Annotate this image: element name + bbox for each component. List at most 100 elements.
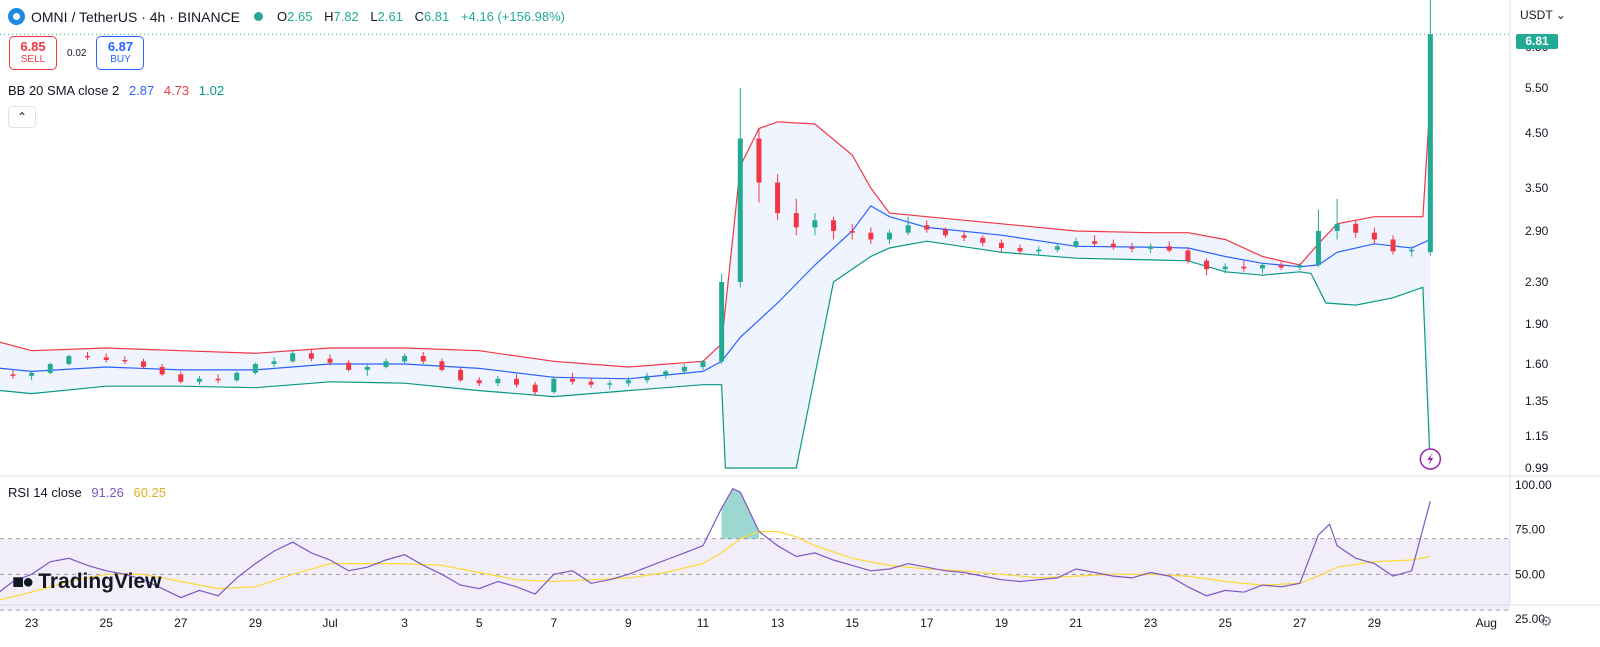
candle-body-66 — [1185, 250, 1191, 261]
candle-body-55 — [980, 237, 986, 243]
candle-body-17 — [271, 361, 277, 364]
bb-fill — [0, 97, 1431, 468]
candle-body-75 — [1353, 223, 1359, 233]
candle-body-12 — [178, 374, 184, 382]
candle-body-38 — [663, 371, 669, 376]
time-tick-5: 3 — [401, 616, 408, 630]
trade-panel: 6.85 SELL 0.02 6.87 BUY — [9, 36, 145, 70]
candle-body-14 — [215, 378, 221, 381]
candle-body-43 — [756, 138, 762, 183]
tradingview-wordmark: TradingView — [38, 570, 162, 593]
spread-value: 0.02 — [67, 47, 87, 59]
buy-label: BUY — [110, 54, 131, 65]
candle-body-4 — [29, 372, 35, 376]
candle-body-13 — [196, 378, 202, 382]
time-tick-4: Jul — [322, 616, 337, 630]
tradingview-logo[interactable]: ■● TradingView — [12, 570, 162, 594]
candle-body-32 — [551, 378, 557, 393]
candle-body-77 — [1390, 239, 1396, 252]
candle-body-34 — [588, 381, 594, 385]
symbol-title[interactable]: OMNI / TetherUS · 4h · BINANCE — [31, 8, 241, 25]
buy-price: 6.87 — [107, 39, 134, 54]
candle-body-63 — [1129, 247, 1135, 249]
candle-body-9 — [122, 360, 128, 362]
last-price-badge: 6.81 — [1516, 34, 1558, 49]
candle-body-74 — [1334, 223, 1340, 231]
candle-body-64 — [1148, 246, 1154, 249]
bb-upper-value: 4.73 — [163, 83, 190, 98]
candle-body-16 — [252, 364, 258, 373]
price-tick-4: 2.90 — [1525, 224, 1549, 238]
time-tick-8: 9 — [625, 616, 632, 630]
rsi-ma-value: 60.25 — [133, 485, 167, 500]
high-value: 7.82 — [333, 9, 359, 24]
price-tick-5: 2.30 — [1525, 275, 1549, 289]
collapse-indicators-button[interactable]: ⌃ — [8, 106, 36, 128]
rsi-ma-line — [0, 530, 1431, 601]
candle-body-47 — [831, 220, 837, 231]
rsi-overbought-fill — [721, 488, 759, 539]
price-tick-8: 1.35 — [1525, 394, 1549, 408]
gear-icon[interactable]: ⚙ — [1539, 613, 1553, 629]
rsi-tick-2: 50.00 — [1515, 567, 1545, 581]
candle-body-56 — [998, 242, 1004, 248]
time-tick-9: 11 — [697, 616, 710, 630]
candle-body-42 — [737, 138, 743, 282]
candle-body-29 — [495, 378, 501, 384]
rsi-value: 91.26 — [91, 485, 124, 500]
bb-legend[interactable]: BB 20 SMA close 2 2.87 4.73 1.02 — [8, 83, 224, 98]
candle-body-67 — [1204, 260, 1210, 270]
candle-body-21 — [346, 362, 352, 370]
time-tick-7: 7 — [550, 616, 557, 630]
time-tick-16: 25 — [1219, 616, 1233, 630]
price-tick-6: 1.90 — [1525, 317, 1549, 331]
candle-body-6 — [66, 356, 72, 364]
candle-body-37 — [644, 375, 650, 381]
candle-body-35 — [607, 383, 613, 385]
candle-body-20 — [327, 358, 333, 363]
candle-body-41 — [719, 282, 725, 362]
candle-body-46 — [812, 220, 818, 228]
sell-button[interactable]: 6.85 SELL — [9, 36, 57, 70]
bb-lower-line — [0, 240, 1431, 469]
time-tick-11: 15 — [846, 616, 860, 630]
candle-body-60 — [1073, 241, 1079, 247]
currency-unit-selector[interactable]: USDT ⌄ — [1520, 8, 1566, 22]
chevron-down-icon: ⌄ — [1555, 8, 1566, 22]
ohlc-values: O2.65 H7.82 L2.61 C6.81 +4.16 (+156.98%) — [277, 9, 565, 24]
price-tick-7: 1.60 — [1525, 357, 1549, 371]
candle-body-61 — [1092, 241, 1098, 244]
time-tick-13: 19 — [995, 616, 1009, 630]
candle-body-11 — [159, 366, 165, 375]
price-tick-3: 3.50 — [1525, 181, 1549, 195]
time-tick-1: 25 — [100, 616, 114, 630]
chevron-up-icon: ⌃ — [16, 110, 28, 124]
chart-header: OMNI / TetherUS · 4h · BINANCE O2.65 H7.… — [8, 8, 573, 25]
candle-body-78 — [1409, 249, 1415, 252]
candle-body-7 — [85, 356, 91, 358]
bb-basis-value: 2.87 — [128, 83, 155, 98]
time-tick-14: 21 — [1069, 616, 1083, 630]
time-tick-12: 17 — [920, 616, 934, 630]
candle-body-28 — [476, 380, 482, 384]
candle-body-51 — [905, 225, 911, 233]
time-tick-19: Aug — [1476, 616, 1497, 630]
candle-body-44 — [775, 182, 781, 214]
candle-body-58 — [1036, 249, 1042, 252]
candle-body-23 — [383, 361, 389, 367]
candle-body-69 — [1241, 266, 1247, 269]
market-status-icon[interactable] — [254, 12, 264, 21]
candle-body-3 — [10, 374, 16, 376]
candle-body-40 — [700, 361, 706, 367]
candle-body-79 — [1427, 34, 1433, 253]
rsi-legend[interactable]: RSI 14 close 91.26 60.25 — [8, 485, 166, 500]
candle-body-73 — [1315, 231, 1321, 265]
buy-button[interactable]: 6.87 BUY — [96, 36, 145, 70]
candle-body-22 — [364, 366, 370, 370]
price-tick-1: 5.50 — [1525, 81, 1549, 95]
time-tick-18: 29 — [1368, 616, 1382, 630]
rsi-legend-label: RSI 14 close — [8, 485, 82, 500]
candle-body-10 — [141, 361, 146, 367]
candle-body-45 — [793, 213, 799, 228]
